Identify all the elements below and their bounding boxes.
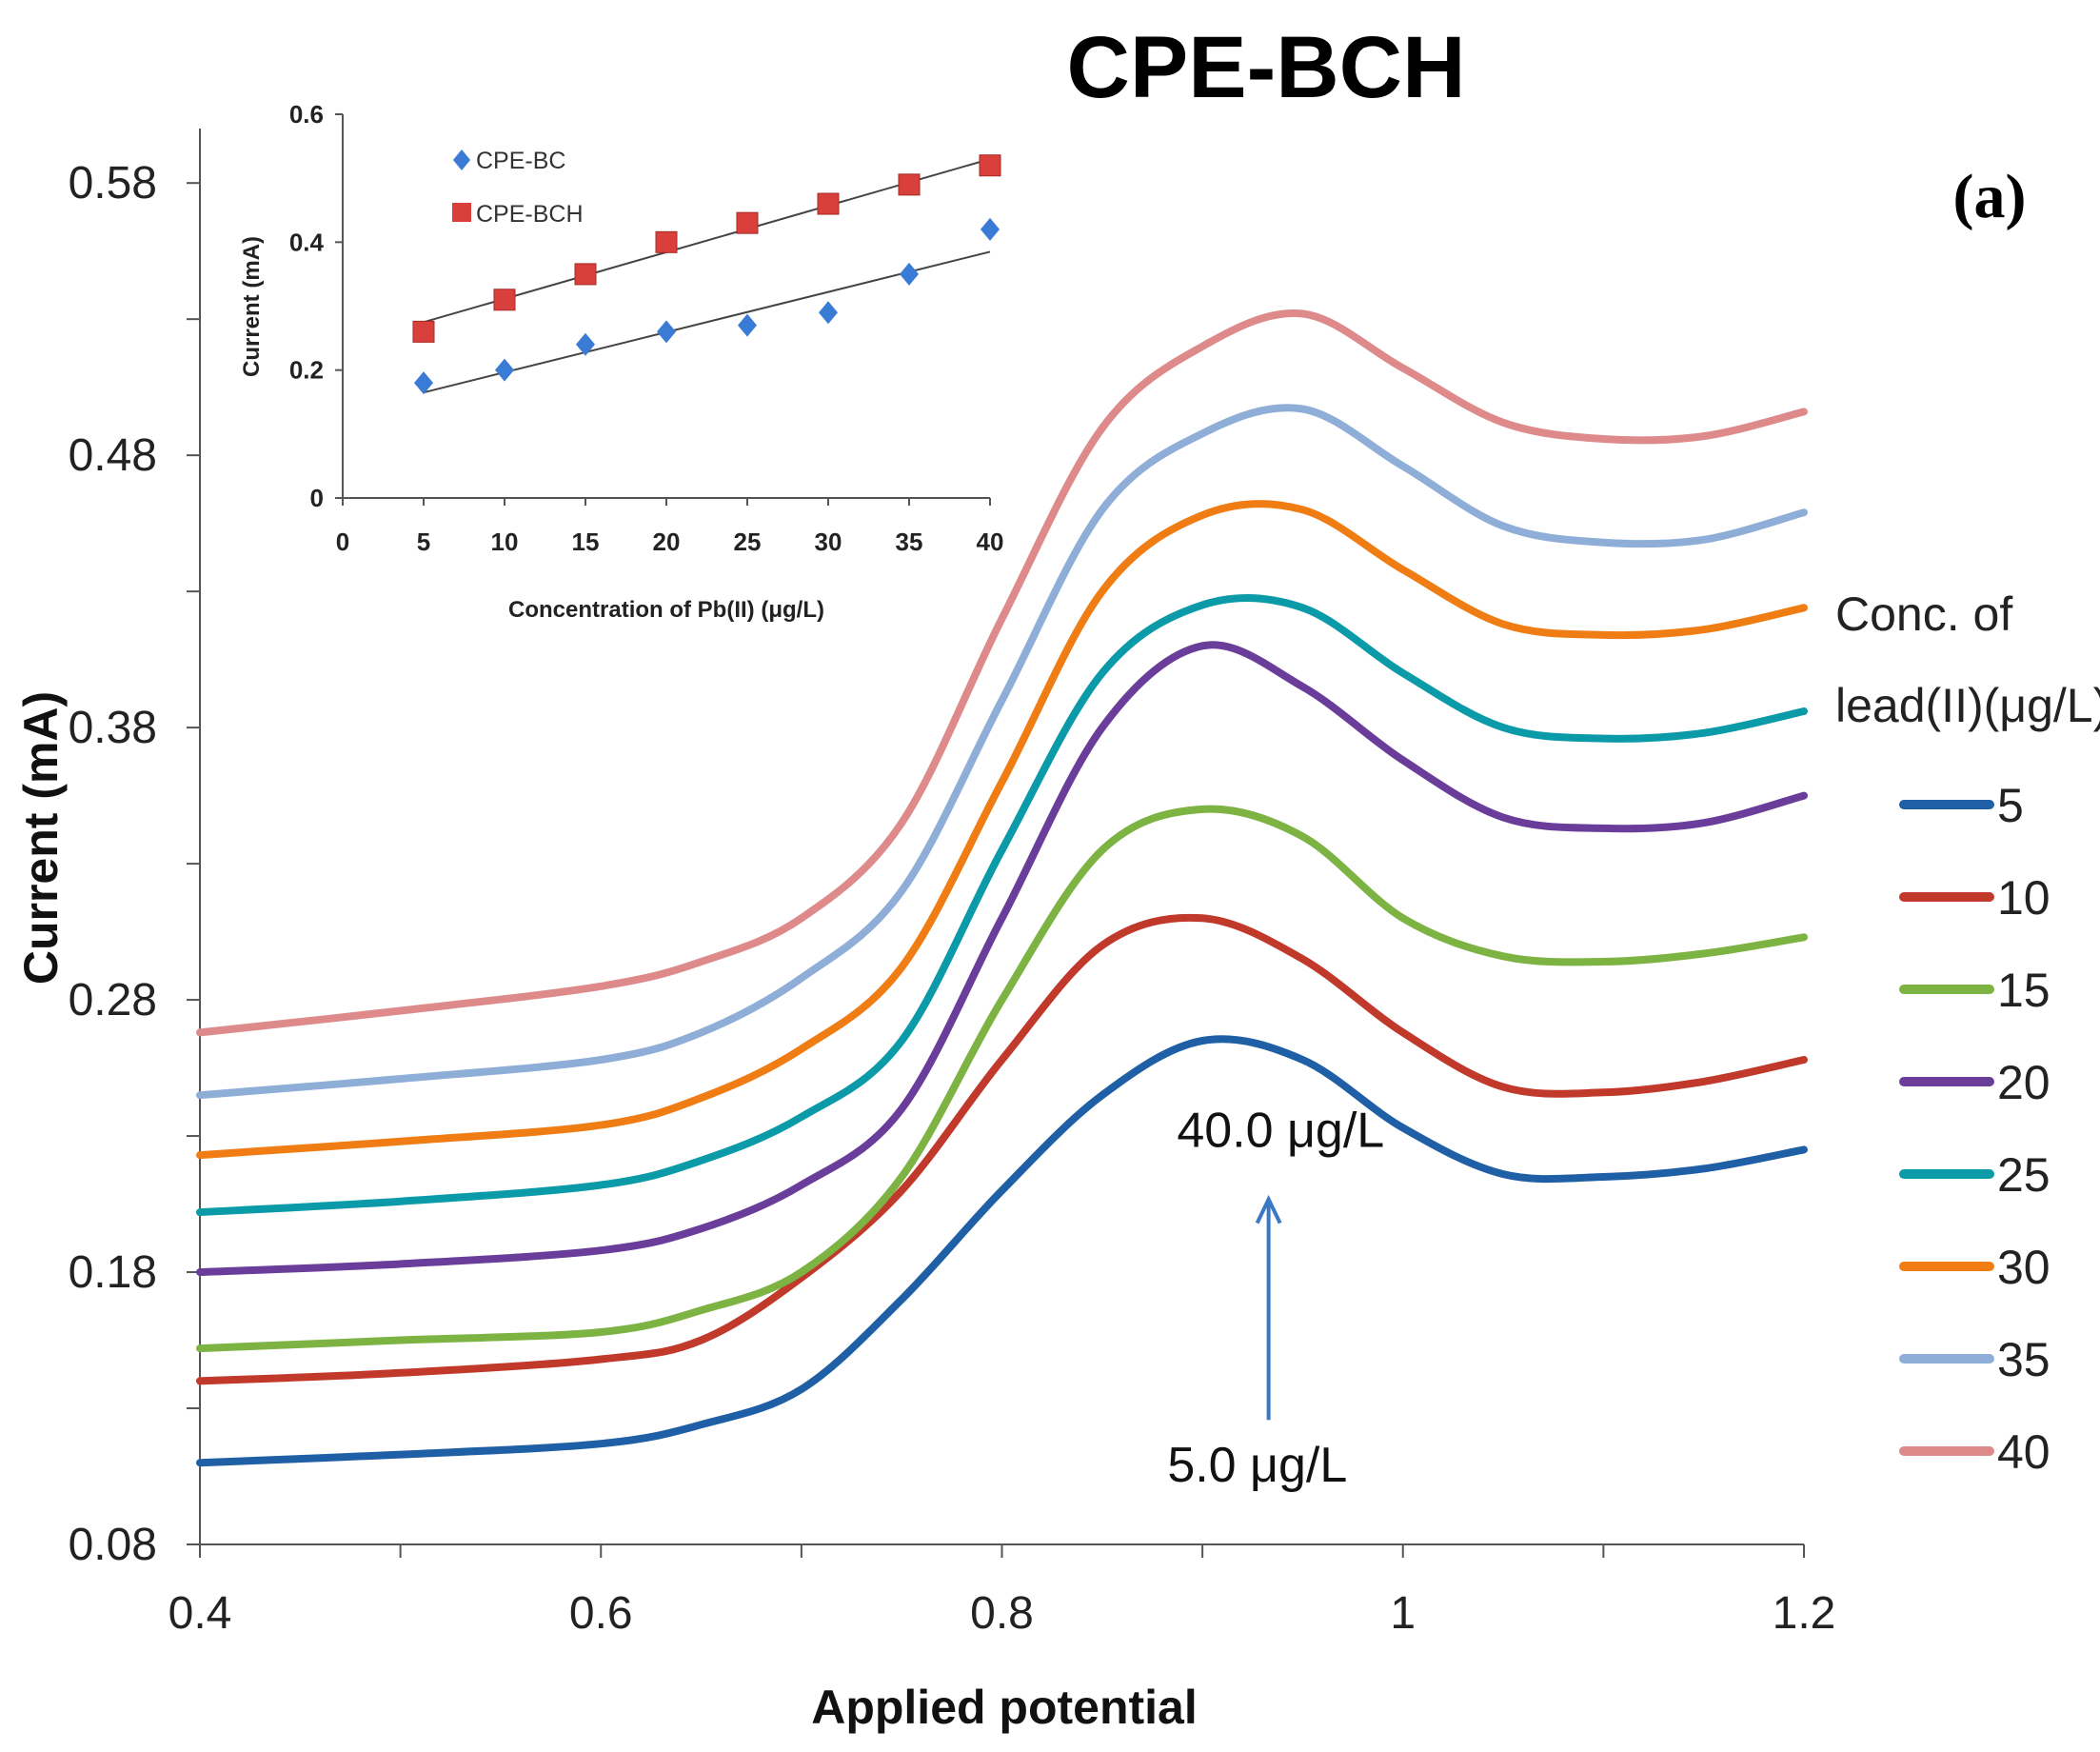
legend-label-35: 35: [1997, 1333, 2050, 1386]
inset-x-tick-label: 35: [896, 528, 923, 556]
inset-point-CPE-BCH: [574, 263, 597, 286]
inset-point-CPE-BC: [819, 301, 838, 325]
legend-label-15: 15: [1997, 964, 2050, 1017]
legend-label-40: 40: [1997, 1425, 2050, 1479]
inset-series: [412, 154, 1001, 395]
inset-x-tick-label: 30: [815, 528, 842, 556]
series-line-10: [196, 913, 1808, 1385]
inset-point-CPE-BCH: [655, 230, 678, 253]
inset-y-tick-label: 0: [310, 484, 324, 512]
annotation-high: 40.0 μg/L: [1177, 1103, 1384, 1158]
x-tick-label: 1.2: [1773, 1588, 1836, 1639]
inset-point-CPE-BC: [495, 358, 514, 382]
inset-point-CPE-BC: [414, 371, 433, 395]
legend: Conc. of lead(II)(μg/L) 5 10 15 20 25 30 35 40: [1835, 587, 2100, 1479]
y-tick-label: 0.48: [69, 430, 157, 481]
inset-axes: 0 5 10 15 20 25 30 35 40 0 0.2 0.4 0.6: [289, 100, 1004, 556]
inset-y-tick-label: 0.6: [289, 100, 324, 129]
inset-x-tick-label: 15: [572, 528, 600, 556]
inset-legend-marker-CPE-BC: [453, 149, 470, 170]
inset-x-tick-label: 40: [977, 528, 1004, 556]
inset-point-CPE-BC: [576, 332, 595, 356]
inset-legend-label-CPE-BCH: CPE-BCH: [476, 201, 584, 228]
series-line-15: [196, 805, 1808, 1353]
legend-label-25: 25: [1997, 1148, 2050, 1202]
series-line-5: [196, 1035, 1808, 1467]
y-tick-label: 0.08: [69, 1520, 157, 1570]
inset-x-tick-label: 5: [417, 528, 430, 556]
inset-point-CPE-BCH: [817, 192, 840, 215]
x-tick-label: 0.8: [970, 1588, 1034, 1639]
y-axis-label: Current (mA): [14, 691, 68, 985]
series-line-20: [196, 641, 1808, 1276]
inset-x-tick-label: 20: [653, 528, 681, 556]
inset-trendline-CPE-BC: [423, 250, 991, 394]
inset-point-CPE-BCH: [736, 211, 759, 234]
x-tick-label: 0.6: [569, 1588, 633, 1639]
inset-y-axis-label: Current (mA): [239, 236, 265, 377]
inset-point-CPE-BCH: [493, 289, 516, 311]
y-tick-label: 0.58: [69, 158, 157, 209]
inset-legend-marker-CPE-BCH: [452, 203, 471, 222]
inset-point-CPE-BC: [981, 217, 1000, 241]
y-tick-label: 0.38: [69, 703, 157, 753]
x-tick-label: 0.4: [168, 1588, 232, 1639]
legend-label-5: 5: [1997, 779, 2024, 832]
inset-y-tick-label: 0.2: [289, 356, 324, 385]
inset-x-tick-label: 0: [336, 528, 349, 556]
main-annotations: 40.0 μg/L 5.0 μg/L: [1167, 1103, 1384, 1493]
main-series: [196, 309, 1808, 1467]
inset-point-CPE-BCH: [412, 320, 435, 343]
y-tick-label: 0.28: [69, 975, 157, 1025]
inset-legend-label-CPE-BC: CPE-BC: [476, 148, 565, 174]
panel-label: (a): [1953, 162, 2027, 231]
annotation-low: 5.0 μg/L: [1167, 1438, 1347, 1493]
inset-point-CPE-BCH: [979, 154, 1001, 177]
series-line-30: [196, 500, 1808, 1160]
inset-x-tick-label: 25: [734, 528, 762, 556]
inset-point-CPE-BC: [657, 320, 676, 344]
main-axes: 0.4 0.6 0.8 1 1.2 0.08 0.18 0.28 0.38 0.48 0.58: [69, 129, 1836, 1639]
inset-point-CPE-BC: [900, 262, 919, 286]
inset-point-CPE-BCH: [898, 173, 921, 196]
series-line-40: [196, 309, 1808, 1037]
inset-y-tick-label: 0.4: [289, 228, 325, 256]
series-line-25: [196, 594, 1808, 1217]
inset-x-axis-label: Concentration of Pb(II) (μg/L): [508, 597, 824, 623]
chart-title: CPE-BCH: [1066, 19, 1465, 116]
series-line-35: [196, 404, 1808, 1100]
inset-trendline-CPE-BCH: [423, 158, 991, 324]
inset-legend: CPE-BC CPE-BCH: [452, 148, 584, 228]
annotation-arrow-head: [1255, 1194, 1282, 1224]
x-axis-label: Applied potential: [811, 1681, 1198, 1734]
legend-label-10: 10: [1997, 871, 2050, 925]
legend-label-30: 30: [1997, 1241, 2050, 1294]
inset-x-tick-label: 10: [491, 528, 519, 556]
x-tick-label: 1: [1390, 1588, 1416, 1639]
legend-title-line-1: Conc. of: [1835, 587, 2012, 641]
inset-chart: 0 5 10 15 20 25 30 35 40 0 0.2 0.4 0.6 Concentration…: [239, 100, 1003, 623]
inset-point-CPE-BC: [738, 313, 757, 337]
y-tick-label: 0.18: [69, 1247, 157, 1298]
legend-label-20: 20: [1997, 1056, 2050, 1109]
legend-title-line-2: lead(II)(μg/L): [1835, 679, 2100, 732]
